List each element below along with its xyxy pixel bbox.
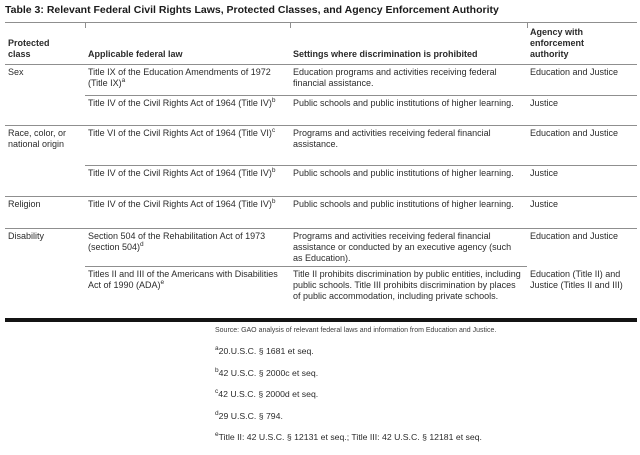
cell-law: Title IX of the Education Amendments of … xyxy=(85,64,290,96)
col-header-agency: Agency with enforcement authority xyxy=(527,22,637,65)
footnote: eTitle II: 42 U.S.C. § 12131 et seq.; Ti… xyxy=(215,431,482,442)
cell-law: Title VI of the Civil Rights Act of 1964… xyxy=(85,125,290,166)
cell-agency: Education and Justice xyxy=(530,231,619,241)
footnote-text: 29 U.S.C. § 794. xyxy=(218,410,283,421)
cell-agency: Education (Title II) and Justice (Titles… xyxy=(530,268,623,290)
footnote-marker: c xyxy=(215,388,219,396)
footnote-marker: b xyxy=(271,198,276,205)
footnotes-block: a20.U.S.C. § 1681 et seq. b42 U.S.C. § 2… xyxy=(215,345,482,455)
footnote-marker: c xyxy=(271,127,276,134)
cell-settings: Public schools and public institutions o… xyxy=(290,196,527,229)
footnote-marker: b xyxy=(271,97,276,104)
table-row: Religion Title IV of the Civil Rights Ac… xyxy=(5,196,637,229)
footnote-marker: e xyxy=(215,431,219,439)
footnote-text: 42 U.S.C. § 2000d et seq. xyxy=(218,389,319,399)
cell-settings: Education programs and activities receiv… xyxy=(290,64,527,96)
footnote: b42 U.S.C. § 2000c et seq. xyxy=(215,366,482,378)
cell-law: Title IV of the Civil Rights Act of 1964… xyxy=(85,165,290,197)
col-header-settings: Settings where discrimination is prohibi… xyxy=(290,22,527,65)
footnote-marker: d xyxy=(215,409,219,417)
law-text: Section 504 of the Rehabilitation Act of… xyxy=(88,231,266,252)
cell-agency: Justice xyxy=(527,196,637,229)
table-row: Disability Section 504 of the Rehabilita… xyxy=(5,228,637,267)
cell-law: Title IV of the Civil Rights Act of 1964… xyxy=(85,95,290,126)
cell-protected-class: Race, color, or national origin xyxy=(5,125,85,197)
law-text: Title IV of the Civil Rights Act of 1964… xyxy=(88,168,272,178)
cell-settings: Public schools and public institutions o… xyxy=(290,165,527,197)
cell-law: Section 504 of the Rehabilitation Act of… xyxy=(85,228,290,267)
footnote-text: Title II: 42 U.S.C. § 12131 et seq.; Tit… xyxy=(218,432,482,442)
cell-law: Title IV of the Civil Rights Act of 1964… xyxy=(85,196,290,229)
footnote-marker: b xyxy=(215,366,219,374)
law-text: Title VI of the Civil Rights Act of 1964… xyxy=(88,128,272,138)
cell-settings: Public schools and public institutions o… xyxy=(290,95,527,126)
source-note: Source: GAO analysis of relevant federal… xyxy=(215,327,497,334)
table-row: Race, color, or national origin Title VI… xyxy=(5,125,637,197)
footnote: c42 U.S.C. § 2000d et seq. xyxy=(215,388,482,399)
cell-law: Titles II and III of the Americans with … xyxy=(85,267,290,320)
cell-settings: Title II prohibits discrimination by pub… xyxy=(293,269,521,301)
table-row: Titles II and III of the Americans with … xyxy=(5,267,637,320)
cell-settings: Programs and activities receiving federa… xyxy=(290,228,527,267)
table-title: Table 3: Relevant Federal Civil Rights L… xyxy=(5,4,499,16)
col-header-settings-label: Settings where discrimination is prohibi… xyxy=(293,49,478,59)
footnote-marker: d xyxy=(140,241,144,248)
footnote-marker: a xyxy=(121,77,126,84)
footnote-marker: e xyxy=(160,279,165,286)
col-header-applicable-law-label: Applicable federal law xyxy=(88,49,183,59)
cell-agency: Education and Justice xyxy=(527,125,637,166)
cell-agency: Justice xyxy=(527,165,637,197)
table-row: Title IV of the Civil Rights Act of 1964… xyxy=(5,165,637,197)
cell-protected-class: Sex xyxy=(5,64,85,126)
cell-agency: Justice xyxy=(527,95,637,126)
table-row: Sex Title IX of the Education Amendments… xyxy=(5,64,637,126)
footnote-text: 42 U.S.C. § 2000c et seq. xyxy=(218,367,319,378)
cell-settings: Programs and activities receiving federa… xyxy=(290,125,527,166)
footnote-marker: a xyxy=(215,345,219,353)
footnote-marker: b xyxy=(271,167,276,174)
col-header-protected-class-label: Protected class xyxy=(8,38,50,59)
col-header-applicable-law: Applicable federal law xyxy=(85,22,290,65)
table-row: Title IV of the Civil Rights Act of 1964… xyxy=(5,95,637,126)
col-header-agency-label: Agency with enforcement authority xyxy=(530,27,585,59)
footnote: d29 U.S.C. § 794. xyxy=(215,409,482,421)
footnote-text: 20.U.S.C. § 1681 et seq. xyxy=(218,346,314,356)
header-row: Protected class Applicable federal law S… xyxy=(5,22,637,65)
cell-agency: Education and Justice xyxy=(527,64,637,96)
law-text: Title IX of the Education Amendments of … xyxy=(88,67,271,88)
law-text: Title IV of the Civil Rights Act of 1964… xyxy=(88,199,272,209)
footnote: a20.U.S.C. § 1681 et seq. xyxy=(215,345,482,356)
civil-rights-laws-table: Protected class Applicable federal law S… xyxy=(5,22,637,322)
law-text: Title IV of the Civil Rights Act of 1964… xyxy=(88,98,272,108)
cell-protected-class: Disability xyxy=(8,231,45,241)
law-text: Titles II and III of the Americans with … xyxy=(88,269,278,290)
cell-protected-class: Religion xyxy=(5,196,85,229)
col-header-protected-class: Protected class xyxy=(5,22,85,65)
